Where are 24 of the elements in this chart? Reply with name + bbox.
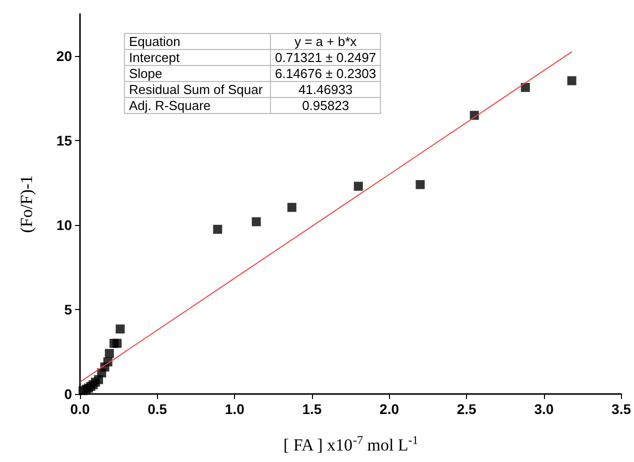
annotation: 0.95823: [270, 98, 381, 114]
x-tick-label: 0.5: [148, 401, 168, 417]
annotation: Adj. R-Square: [124, 98, 270, 114]
x-tick-label: 0.0: [70, 401, 90, 417]
x-tick-label: 2.5: [456, 401, 477, 417]
annotation: 0.71321 ± 0.2497: [270, 50, 381, 66]
x-tick-label: 1.5: [302, 401, 322, 417]
y-tick-label: 10: [56, 217, 72, 234]
annotation: Slope: [124, 66, 270, 82]
annotation: Residual Sum of Squar: [124, 82, 270, 98]
x-tick-label: 1.0: [224, 401, 245, 417]
y-tick-label: 0: [64, 386, 72, 402]
annotation: y = a + b*x: [270, 34, 381, 50]
y-tick-label: 5: [64, 302, 72, 318]
annotation: Intercept: [124, 50, 270, 66]
annotation: 6.14676 ± 0.2303: [270, 66, 381, 82]
annotation: Equation: [124, 34, 270, 50]
y-tick-label: 15: [56, 132, 72, 149]
x-tick-label: 2.0: [380, 401, 400, 417]
x-tick-label: 3.0: [534, 401, 554, 417]
y-axis-title: (Fo/F)-1: [17, 175, 36, 233]
y-tick-label: 20: [56, 48, 72, 64]
annotation: 41.46933: [270, 82, 381, 98]
x-tick-label: 3.5: [612, 401, 632, 417]
